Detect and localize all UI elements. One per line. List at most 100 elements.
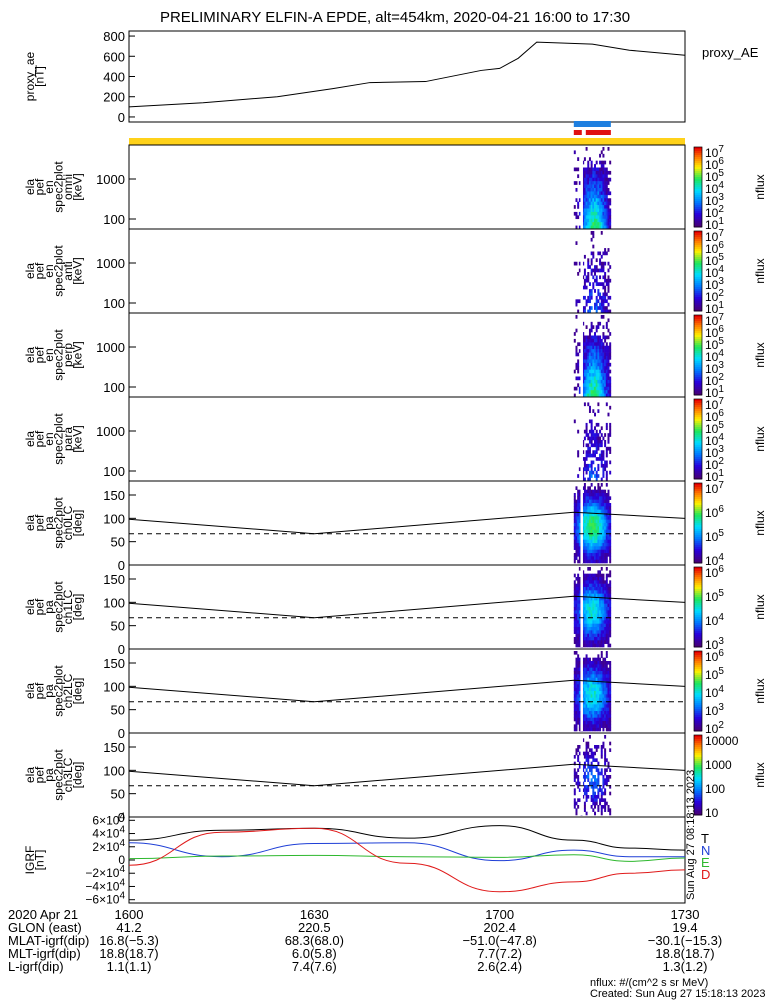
heatmap-cell	[575, 801, 578, 806]
heatmap-cell	[605, 383, 608, 388]
heatmap-cell	[594, 684, 597, 688]
spec-colorbar-cell	[694, 257, 702, 260]
heatmap-cell	[578, 600, 581, 604]
heatmap-cell	[588, 191, 591, 196]
heatmap-cell	[577, 583, 580, 588]
heatmap-cell	[592, 251, 595, 256]
heatmap-cell	[590, 433, 593, 437]
pa-ylabel-5: [deg]	[71, 678, 85, 705]
heatmap-cell	[582, 610, 585, 614]
heatmap-cell	[578, 543, 581, 547]
heatmap-cell	[605, 181, 608, 185]
heatmap-cell	[605, 208, 608, 213]
heatmap-cell	[607, 613, 610, 618]
heatmap-cell	[592, 225, 595, 230]
heatmap-cell	[585, 681, 588, 685]
heatmap-cell	[594, 211, 597, 216]
heatmap-cell	[590, 707, 593, 712]
heatmap-cell	[599, 275, 602, 280]
heatmap-cell	[609, 667, 612, 672]
heatmap-cell	[578, 597, 581, 601]
spec-colorbar-cell	[694, 351, 702, 354]
heatmap-cell	[597, 533, 600, 537]
heatmap-cell	[575, 607, 578, 611]
heatmap-cell	[595, 440, 598, 444]
heatmap-cell	[577, 580, 580, 584]
heatmap-cell	[594, 496, 597, 500]
heatmap-cell	[575, 748, 578, 752]
heatmap-cell	[604, 637, 607, 641]
heatmap-cell	[585, 188, 588, 192]
heatmap-cell	[607, 533, 610, 537]
heatmap-cell	[605, 513, 608, 517]
heatmap-cell	[583, 580, 586, 584]
heatmap-cell	[592, 282, 595, 286]
heatmap-cell	[588, 282, 591, 286]
heatmap-cell	[582, 691, 585, 695]
heatmap-cell	[587, 694, 590, 698]
heatmap-cell	[592, 218, 595, 223]
heatmap-cell	[575, 597, 578, 601]
heatmap-cell	[602, 390, 605, 394]
spec-colorbar-cell	[694, 425, 702, 428]
heatmap-cell	[607, 775, 610, 779]
heatmap-cell	[585, 671, 588, 675]
spec-colorbar-cell	[694, 433, 702, 436]
spec-ylabel-0: ela	[23, 179, 37, 195]
heatmap-cell	[604, 536, 607, 540]
heatmap-cell	[604, 272, 607, 276]
heatmap-cell	[573, 717, 576, 722]
heatmap-cell	[602, 261, 605, 266]
spec-colorbar-label: nflux	[753, 426, 767, 451]
heatmap-cell	[607, 697, 610, 702]
heatmap-cell	[602, 573, 605, 578]
heatmap-cell	[573, 600, 576, 604]
heatmap-cell	[577, 768, 580, 772]
heatmap-cell	[604, 345, 607, 350]
heatmap-cell	[585, 623, 588, 628]
igrf-line-E	[128, 854, 686, 862]
heatmap-cell	[588, 170, 591, 175]
heatmap-cell	[599, 429, 602, 434]
heatmap-cell	[595, 526, 598, 530]
spec-colorbar-cell	[694, 371, 702, 374]
heatmap-cell	[577, 369, 580, 374]
pa-ylabel-2: pa	[42, 768, 56, 782]
heatmap-cell	[592, 390, 595, 394]
heatmap-cell	[592, 791, 595, 796]
heatmap-cell	[600, 630, 603, 634]
heatmap-cell	[583, 543, 586, 547]
heatmap-cell	[585, 369, 588, 374]
heatmap-cell	[602, 147, 605, 151]
heatmap-cell	[607, 513, 610, 517]
heatmap-cell	[597, 539, 600, 544]
heatmap-cell	[590, 335, 593, 340]
heatmap-cell	[588, 506, 591, 510]
heatmap-cell	[590, 383, 593, 388]
heatmap-cell	[577, 359, 580, 364]
heatmap-cell	[602, 724, 605, 728]
heatmap-cell	[592, 637, 595, 641]
heatmap-cell	[577, 167, 580, 172]
heatmap-cell	[597, 553, 600, 557]
pa-colorbar-tick: 105	[705, 528, 724, 544]
heatmap-cell	[599, 188, 602, 192]
heatmap-cell	[605, 177, 608, 182]
heatmap-cell	[578, 637, 581, 641]
heatmap-cell	[575, 188, 578, 192]
heatmap-cell	[602, 741, 605, 746]
pa-colorbar-cell	[694, 707, 702, 710]
heatmap-cell	[607, 205, 610, 209]
proxy-ae-right-label: proxy_AE	[702, 45, 759, 60]
heatmap-cell	[597, 613, 600, 618]
heatmap-cell	[599, 559, 602, 564]
heatmap-cell	[599, 607, 602, 611]
heatmap-cell	[590, 474, 593, 478]
heatmap-cell	[573, 553, 576, 557]
heatmap-cell	[577, 309, 580, 314]
pa-colorbar-cell	[694, 577, 702, 580]
heatmap-cell	[588, 338, 591, 343]
heatmap-cell	[585, 422, 588, 427]
heatmap-cell	[605, 640, 608, 644]
heatmap-cell	[605, 359, 608, 364]
